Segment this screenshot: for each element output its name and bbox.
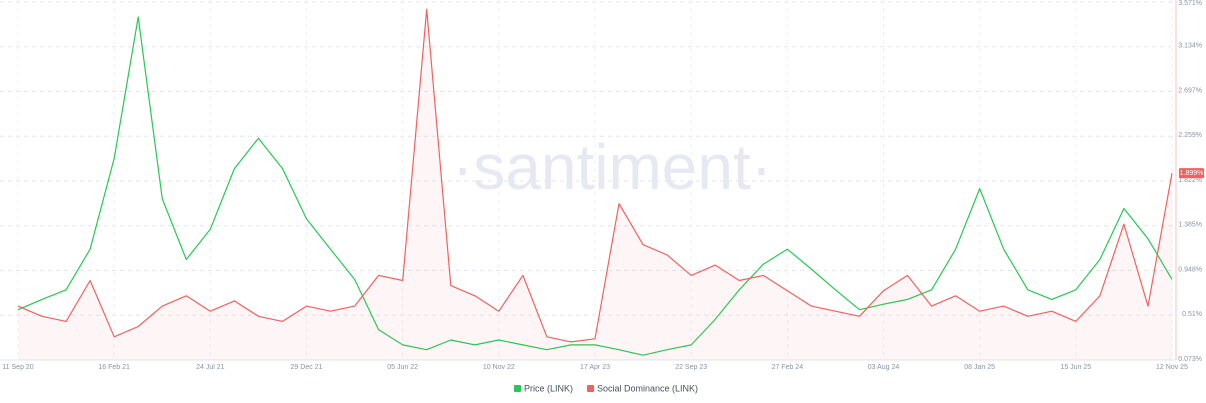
x-tick-label: 15 Jun 25 bbox=[1060, 364, 1091, 371]
y2-marker-label: 1.899% bbox=[1180, 170, 1204, 177]
x-tick-label: 05 Jun 22 bbox=[387, 364, 418, 371]
y2-tick-label: 1.385% bbox=[1178, 222, 1202, 229]
x-tick-label: 27 Feb 24 bbox=[772, 364, 804, 371]
x-tick-label: 03 Aug 24 bbox=[868, 364, 900, 371]
y2-tick-label: 1.822% bbox=[1178, 177, 1202, 184]
legend-swatch bbox=[514, 385, 521, 392]
plot bbox=[17, 8, 1173, 361]
x-tick-label: 17 Apr 23 bbox=[580, 364, 610, 371]
x-tick-label: 10 Nov 22 bbox=[483, 364, 515, 371]
x-tick-label: 16 Feb 21 bbox=[98, 364, 130, 371]
x-tick-label: 12 Nov 25 bbox=[1156, 364, 1188, 371]
x-tick-label: 22 Sep 23 bbox=[675, 364, 707, 371]
x-tick-label: 08 Jan 25 bbox=[964, 364, 995, 371]
series-line bbox=[17, 8, 1173, 343]
x-tick-label: 29 Dec 21 bbox=[291, 364, 323, 371]
y2-tick-label: 0.073% bbox=[1178, 356, 1202, 363]
x-tick-label: 11 Sep 20 bbox=[2, 364, 34, 371]
y2-tick-label: 0.51% bbox=[1182, 311, 1202, 318]
y2-tick-label: 0.948% bbox=[1178, 266, 1202, 273]
series-line bbox=[17, 16, 1173, 356]
legend-label: Social Dominance (LINK) bbox=[597, 383, 698, 393]
y2-tick-label: 2.697% bbox=[1178, 87, 1202, 94]
x-tick-label: 24 Jul 21 bbox=[196, 364, 225, 371]
legend-label: Price (LINK) bbox=[524, 383, 573, 393]
y2-marker bbox=[1179, 168, 1204, 179]
grid bbox=[0, 0, 1177, 361]
y2-tick-label: 2.259% bbox=[1178, 132, 1202, 139]
y2-tick-label: 3.134% bbox=[1178, 43, 1202, 50]
y2-tick-label: 3.571% bbox=[1178, 0, 1202, 7]
series-area bbox=[18, 9, 1172, 361]
legend-swatch bbox=[587, 385, 595, 392]
watermark: ·santiment· bbox=[452, 131, 772, 203]
